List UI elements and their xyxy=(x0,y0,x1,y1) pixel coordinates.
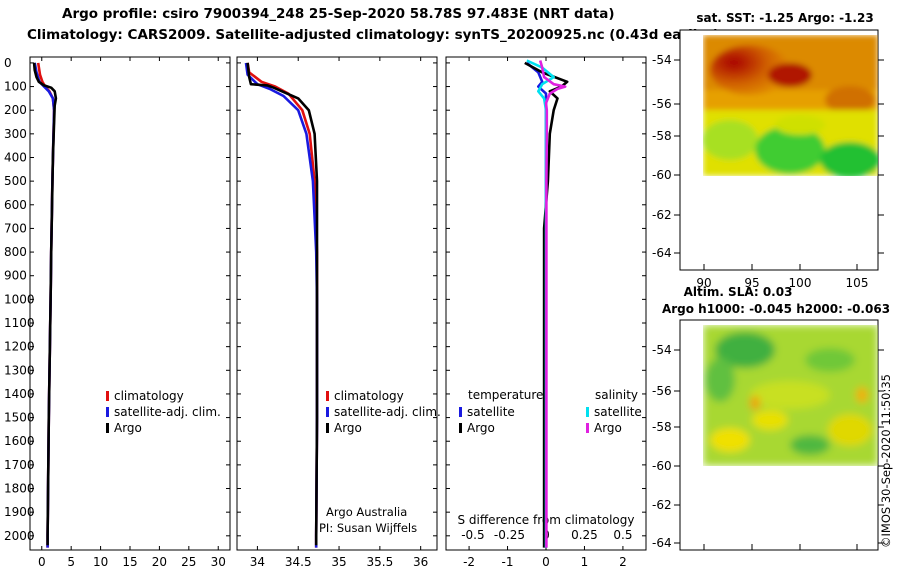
y-tick-label: 1000 xyxy=(4,292,35,306)
sla-lat-label: -56 xyxy=(652,384,672,398)
series-temp-argo xyxy=(32,62,58,546)
y-tick-label: 2000 xyxy=(4,529,35,543)
diff-temp-x-tick-label: -1 xyxy=(502,555,514,569)
title-line-1: Argo profile: csiro 7900394_248 25-Sep-2… xyxy=(62,6,615,22)
temp-x-tick-label: 25 xyxy=(181,555,196,569)
sla-lat-label: -64 xyxy=(652,536,672,550)
diff-legend-swatch xyxy=(586,423,589,433)
y-tick-label: 1700 xyxy=(4,458,35,472)
annotation-pi: PI: Susan Wijffels xyxy=(319,521,417,535)
sla-map-title-1: Altim. SLA: 0.03 xyxy=(684,285,793,299)
sal-x-tick-label: 34 xyxy=(250,555,265,569)
y-tick-label: 1600 xyxy=(4,434,35,448)
y-tick-label: 300 xyxy=(4,127,27,141)
sla-map-title-2: Argo h1000: -0.045 h2000: -0.063 xyxy=(662,302,890,316)
y-tick-label: 500 xyxy=(4,174,27,188)
panel-frame-1 xyxy=(29,56,231,551)
sal-legend-label: Argo xyxy=(334,421,362,435)
diff-sal-x-tick-label: 0.5 xyxy=(613,528,632,542)
diff-sal-x-tick-label: -0.25 xyxy=(494,528,525,542)
temp-x-tick-label: 15 xyxy=(122,555,137,569)
y-tick-label: 700 xyxy=(4,221,27,235)
diff-temp-x-tick-label: -2 xyxy=(463,555,475,569)
sal-legend-label: satellite-adj. clim. xyxy=(334,405,441,419)
sal-x-tick-label: 35 xyxy=(331,555,346,569)
temp-legend-swatch xyxy=(106,407,109,417)
diff-legend-swatch xyxy=(586,407,589,417)
panel-frame-2 xyxy=(236,56,438,551)
y-tick-label: 1300 xyxy=(4,363,35,377)
y-tick-label: 600 xyxy=(4,198,27,212)
diff-legend-title-sal: salinity xyxy=(595,388,638,402)
diff-temp-x-tick-label: 2 xyxy=(619,555,627,569)
series-diff-temperature-argo xyxy=(524,61,569,548)
diff-legend-label: Argo xyxy=(594,421,622,435)
sst-lon-label: 95 xyxy=(744,276,759,290)
y-tick-label: 1800 xyxy=(4,482,35,496)
temp-legend-label: climatology xyxy=(114,389,184,403)
series-sal-argo xyxy=(246,62,319,546)
y-tick-label: 800 xyxy=(4,245,27,259)
diff-legend-label: Argo xyxy=(467,421,495,435)
diff-sal-x-tick-label: -0.5 xyxy=(461,528,484,542)
sst-lat-label: -60 xyxy=(652,168,672,182)
temp-x-tick-label: 10 xyxy=(93,555,108,569)
diff-legend-swatch xyxy=(459,423,462,433)
sst-lat-label: -56 xyxy=(652,97,672,111)
sst-lon-label: 100 xyxy=(789,276,812,290)
series-diff-salinity-argo xyxy=(538,60,567,548)
sal-legend-swatch xyxy=(326,423,329,433)
diff-temp-x-tick-label: 0 xyxy=(542,555,550,569)
y-tick-label: 1500 xyxy=(4,411,35,425)
y-tick-label: 200 xyxy=(4,103,27,117)
sst-lat-label: -54 xyxy=(652,53,672,67)
temp-legend-label: Argo xyxy=(114,421,142,435)
diff-legend-label: satellite xyxy=(467,405,515,419)
sal-legend-swatch xyxy=(326,407,329,417)
diff-legend-swatch xyxy=(459,407,462,417)
diff-temp-x-tick-label: 1 xyxy=(581,555,589,569)
diff-sal-x-tick-label: 0.25 xyxy=(571,528,598,542)
y-tick-label: 0 xyxy=(4,56,12,70)
temp-x-tick-label: 0 xyxy=(38,555,46,569)
temp-x-tick-label: 30 xyxy=(211,555,226,569)
sst-lat-label: -58 xyxy=(652,129,672,143)
sal-x-tick-label: 35.5 xyxy=(366,555,393,569)
y-tick-label: 1100 xyxy=(4,316,35,330)
diff-legend-label: satellite xyxy=(594,405,642,419)
temp-x-tick-label: 5 xyxy=(67,555,75,569)
temp-legend-swatch xyxy=(106,391,109,401)
credit-text: ©IMOS 30-Sep-2020 11:50:35 xyxy=(879,374,893,548)
sal-legend-swatch xyxy=(326,391,329,401)
sst-lat-label: -62 xyxy=(652,208,672,222)
sla-lat-label: -58 xyxy=(652,420,672,434)
sla-lat-label: -60 xyxy=(652,459,672,473)
y-tick-label: 1900 xyxy=(4,505,35,519)
sal-x-tick-label: 36 xyxy=(413,555,428,569)
sla-map xyxy=(679,319,879,551)
annotation-argo-australia: Argo Australia xyxy=(326,505,407,519)
sst-map-title: sat. SST: -1.25 Argo: -1.23 xyxy=(696,11,873,25)
sst-map xyxy=(679,29,879,271)
temp-x-tick-label: 20 xyxy=(152,555,167,569)
title-line-2: Climatology: CARS2009. Satellite-adjuste… xyxy=(27,27,720,43)
y-tick-label: 100 xyxy=(4,80,27,94)
y-tick-label: 900 xyxy=(4,269,27,283)
y-tick-label: 1200 xyxy=(4,340,35,354)
temp-legend-swatch xyxy=(106,423,109,433)
sla-lat-label: -54 xyxy=(652,343,672,357)
sla-lat-label: -62 xyxy=(652,498,672,512)
sst-lat-label: -64 xyxy=(652,246,672,260)
sal-x-tick-label: 34.5 xyxy=(285,555,312,569)
sst-lon-label: 90 xyxy=(696,276,711,290)
y-tick-label: 1400 xyxy=(4,387,35,401)
sst-lon-label: 105 xyxy=(846,276,869,290)
temp-legend-label: satellite-adj. clim. xyxy=(114,405,221,419)
diff-legend-title-temp: temperature xyxy=(468,388,543,402)
sal-legend-label: climatology xyxy=(334,389,404,403)
y-tick-label: 400 xyxy=(4,150,27,164)
series-sal-satellite-adj-clim- xyxy=(244,62,319,548)
